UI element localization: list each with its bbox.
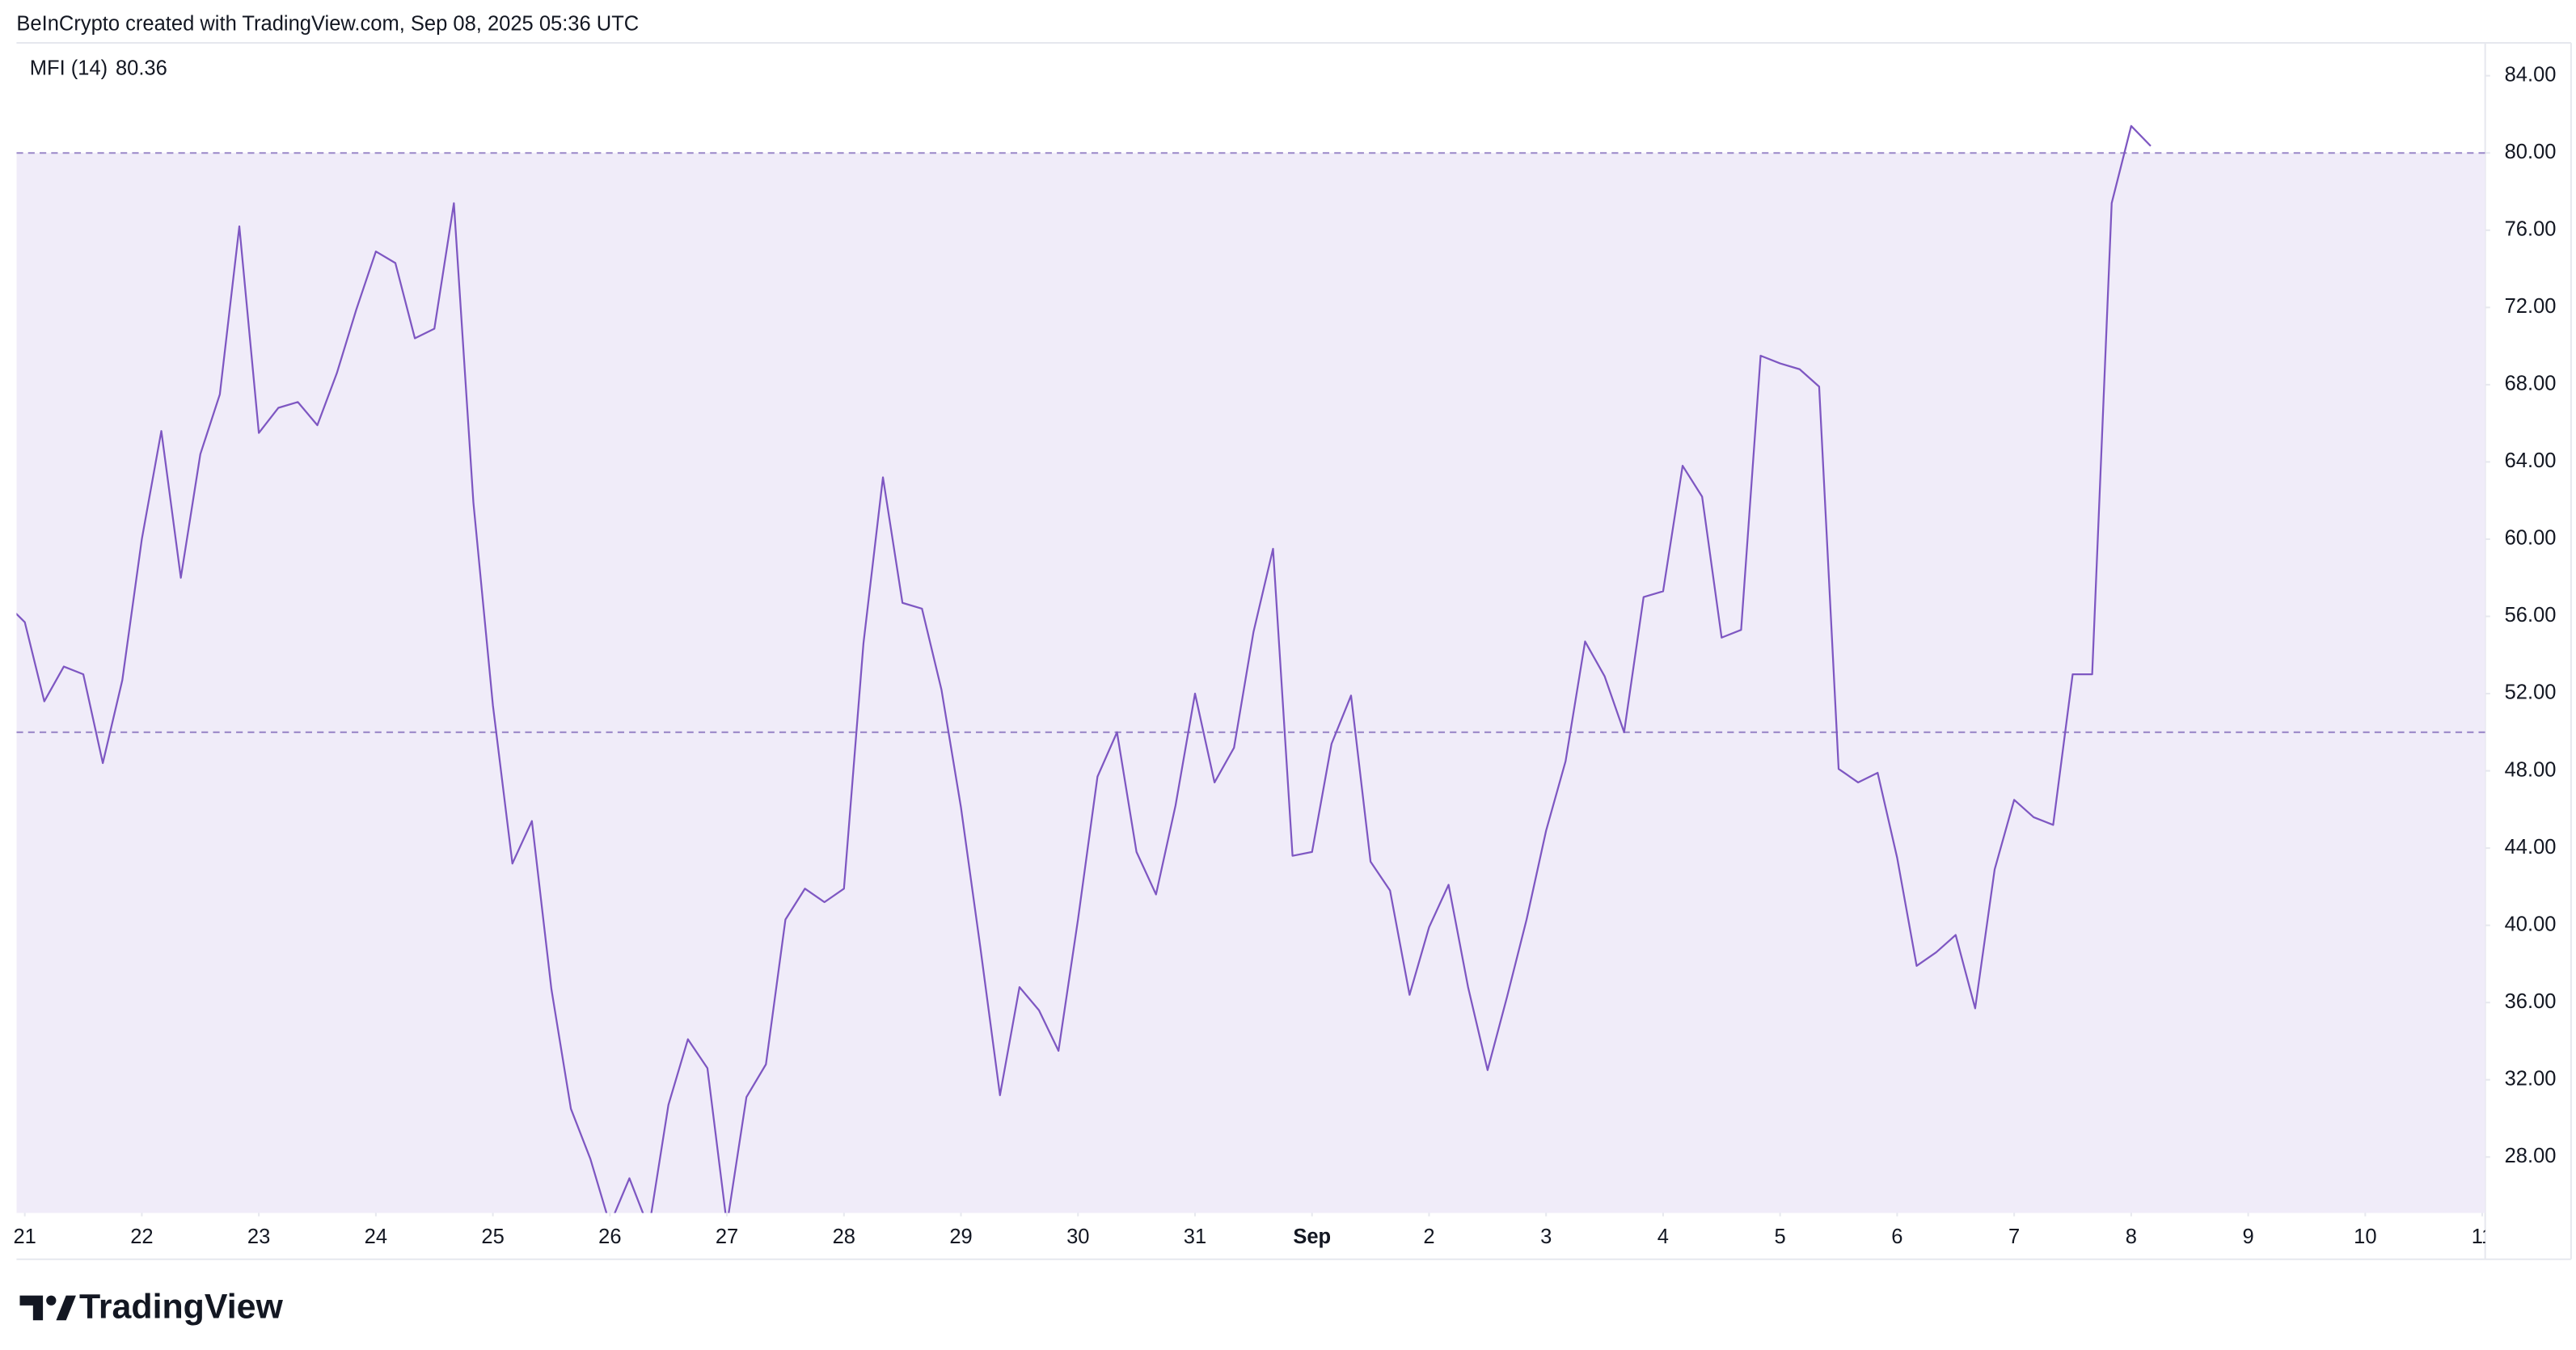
x-tick-label: 27 (716, 1226, 738, 1248)
y-tick-label: 32.00 (2505, 1067, 2557, 1090)
logo: TradingView (19, 1287, 283, 1326)
plot-area (16, 124, 2485, 1213)
x-tick-label: 30 (1066, 1226, 1089, 1248)
x-tick-label: 4 (1658, 1226, 1669, 1248)
x-tick-label: 8 (2126, 1226, 2137, 1248)
logo-icon (46, 1295, 57, 1306)
x-tick-label: 2 (1423, 1226, 1434, 1248)
y-tick-label: 68.00 (2505, 373, 2557, 395)
y-tick-label: 48.00 (2505, 758, 2557, 781)
y-tick-label: 44.00 (2505, 836, 2557, 859)
y-tick-label: 60.00 (2505, 527, 2557, 550)
indicator-name: MFI (14) (30, 57, 108, 79)
x-tick-label: 9 (2242, 1226, 2253, 1248)
header-text: BeInCrypto created with TradingView.com,… (16, 12, 639, 35)
y-tick-label: 76.00 (2505, 218, 2557, 241)
x-tick-label: 22 (130, 1226, 153, 1248)
x-tick-label: 25 (481, 1226, 504, 1248)
legend: MFI (14) 80.36 (30, 57, 167, 79)
y-tick-label: 28.00 (2505, 1145, 2557, 1167)
x-tick-label: 29 (949, 1226, 972, 1248)
x-tick-label: Sep (1293, 1226, 1331, 1248)
y-tick-label: 52.00 (2505, 681, 2557, 704)
mfi-line (16, 124, 2152, 1213)
x-tick-label: 21 (13, 1226, 36, 1248)
y-tick-label: 72.00 (2505, 295, 2557, 318)
logo-icon (56, 1295, 76, 1321)
y-tick-label: 80.00 (2505, 141, 2557, 163)
x-tick-label: 3 (1540, 1226, 1552, 1248)
x-tick-label: 7 (2008, 1226, 2020, 1248)
indicator-value: 80.36 (116, 57, 167, 79)
x-axis: 21 22 23 24 25 26 27 28 29 30 31 Sep 2 3 4 5 6 7 8 9 10 11 (13, 1213, 2494, 1248)
x-tick-label: 26 (598, 1226, 621, 1248)
x-tick-label: 23 (247, 1226, 270, 1248)
y-tick-label: 64.00 (2505, 449, 2557, 472)
x-tick-label: 31 (1184, 1226, 1206, 1248)
y-tick-label: 40.00 (2505, 913, 2557, 935)
band-fill (16, 153, 2485, 1213)
x-tick-label: 6 (1891, 1226, 1902, 1248)
x-tick-label: 10 (2354, 1226, 2376, 1248)
y-axis: 28.00 32.00 36.00 40.00 44.00 48.00 52.00 56.00… (2485, 63, 2557, 1167)
x-tick-label: 11 (2472, 1226, 2494, 1248)
y-tick-label: 84.00 (2505, 63, 2557, 86)
x-tick-label: 24 (365, 1226, 387, 1248)
y-tick-label: 56.00 (2505, 604, 2557, 626)
logo-icon (19, 1295, 44, 1321)
brand-name: TradingView (79, 1287, 283, 1326)
x-tick-label: 28 (833, 1226, 855, 1248)
x-tick-label: 5 (1775, 1226, 1786, 1248)
y-tick-label: 36.00 (2505, 990, 2557, 1013)
